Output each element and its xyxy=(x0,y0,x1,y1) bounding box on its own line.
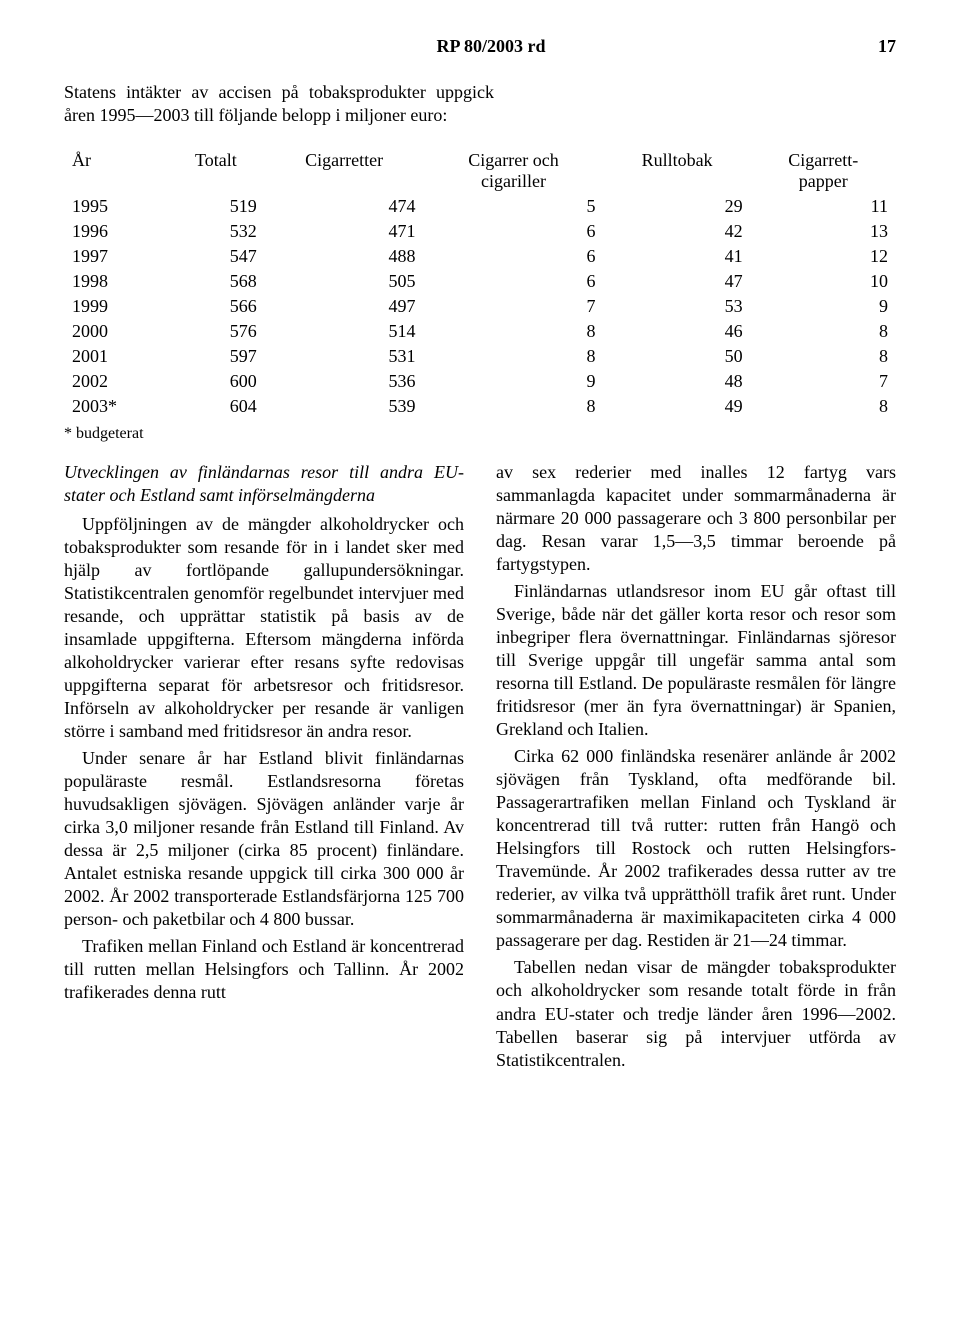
cell-cigaretter: 539 xyxy=(265,394,424,419)
cell-year: 1997 xyxy=(64,244,167,269)
cell-cigaretter: 474 xyxy=(265,194,424,219)
cell-rulltobak: 29 xyxy=(604,194,751,219)
cell-cigaretter: 505 xyxy=(265,269,424,294)
cell-cigarrer: 6 xyxy=(424,219,604,244)
cell-year: 1999 xyxy=(64,294,167,319)
cell-cigarrer: 6 xyxy=(424,269,604,294)
col-header-totalt: Totalt xyxy=(167,148,265,194)
cell-year: 1998 xyxy=(64,269,167,294)
cell-totalt: 566 xyxy=(167,294,265,319)
col-header-year: År xyxy=(64,148,167,194)
cell-cigaretter: 536 xyxy=(265,369,424,394)
cell-rulltobak: 41 xyxy=(604,244,751,269)
cell-totalt: 519 xyxy=(167,194,265,219)
col-header-rulltobak: Rulltobak xyxy=(604,148,751,194)
table-row: 199856850564710 xyxy=(64,269,896,294)
cell-papper: 8 xyxy=(751,394,896,419)
body-paragraph: Cirka 62 000 finländska resenärer anländ… xyxy=(496,745,896,952)
cell-papper: 9 xyxy=(751,294,896,319)
cell-totalt: 547 xyxy=(167,244,265,269)
cell-year: 1996 xyxy=(64,219,167,244)
cell-papper: 12 xyxy=(751,244,896,269)
table-row: 20005765148468 xyxy=(64,319,896,344)
cell-rulltobak: 50 xyxy=(604,344,751,369)
cell-cigaretter: 531 xyxy=(265,344,424,369)
col-header-papper-l2: papper xyxy=(799,171,848,191)
cell-cigarrer: 8 xyxy=(424,344,604,369)
body-paragraph: Under senare år har Estland blivit finlä… xyxy=(64,747,464,931)
intro-paragraph: Statens intäkter av accisen på tobakspro… xyxy=(64,81,494,128)
cell-papper: 10 xyxy=(751,269,896,294)
body-paragraph: Tabellen nedan visar de mängder tobakspr… xyxy=(496,956,896,1071)
header-spacer xyxy=(64,36,104,57)
cell-rulltobak: 49 xyxy=(604,394,751,419)
left-column: Utvecklingen av finländarnas resor till … xyxy=(64,461,464,1076)
cell-year: 2001 xyxy=(64,344,167,369)
table-row: 199754748864112 xyxy=(64,244,896,269)
cell-year: 2000 xyxy=(64,319,167,344)
cell-year: 2002 xyxy=(64,369,167,394)
col-header-cigarrer-l2: cigariller xyxy=(481,171,546,191)
table-row: 199653247164213 xyxy=(64,219,896,244)
cell-cigarrer: 7 xyxy=(424,294,604,319)
cell-papper: 8 xyxy=(751,319,896,344)
col-header-cigarrer-l1: Cigarrer och xyxy=(468,150,558,170)
cell-rulltobak: 46 xyxy=(604,319,751,344)
body-paragraph: Uppföljningen av de mängder alkoholdryck… xyxy=(64,513,464,743)
cell-totalt: 568 xyxy=(167,269,265,294)
body-paragraph: Finländarnas utlandsresor inom EU går of… xyxy=(496,580,896,741)
table-header-row: År Totalt Cigarretter Cigarrer och cigar… xyxy=(64,148,896,194)
cell-totalt: 597 xyxy=(167,344,265,369)
table-row: 20015975318508 xyxy=(64,344,896,369)
cell-cigarrer: 8 xyxy=(424,394,604,419)
cell-year: 2003* xyxy=(64,394,167,419)
table-row: 199551947452911 xyxy=(64,194,896,219)
body-paragraph: Trafiken mellan Finland och Estland är k… xyxy=(64,935,464,1004)
cell-papper: 11 xyxy=(751,194,896,219)
cell-papper: 7 xyxy=(751,369,896,394)
cell-totalt: 532 xyxy=(167,219,265,244)
cell-cigarrer: 5 xyxy=(424,194,604,219)
body-columns: Utvecklingen av finländarnas resor till … xyxy=(64,461,896,1076)
cell-papper: 8 xyxy=(751,344,896,369)
table-row: 20026005369487 xyxy=(64,369,896,394)
col-header-cigaretter: Cigarretter xyxy=(265,148,424,194)
cell-cigaretter: 471 xyxy=(265,219,424,244)
table-body: 1995519474529111996532471642131997547488… xyxy=(64,194,896,419)
cell-year: 1995 xyxy=(64,194,167,219)
cell-totalt: 600 xyxy=(167,369,265,394)
cell-cigaretter: 488 xyxy=(265,244,424,269)
left-paragraphs: Uppföljningen av de mängder alkoholdryck… xyxy=(64,513,464,1005)
table-row: 19995664977539 xyxy=(64,294,896,319)
body-paragraph: av sex rederier med inalles 12 fartyg va… xyxy=(496,461,896,576)
cell-cigaretter: 514 xyxy=(265,319,424,344)
page-header: RP 80/2003 rd 17 xyxy=(64,36,896,57)
table-footnote: * budgeterat xyxy=(64,425,896,443)
section-subheading: Utvecklingen av finländarnas resor till … xyxy=(64,461,464,507)
cell-cigaretter: 497 xyxy=(265,294,424,319)
cell-rulltobak: 47 xyxy=(604,269,751,294)
col-header-papper-l1: Cigarrett- xyxy=(788,150,858,170)
cell-totalt: 576 xyxy=(167,319,265,344)
page: RP 80/2003 rd 17 Statens intäkter av acc… xyxy=(0,0,960,1124)
col-header-cigarrer: Cigarrer och cigariller xyxy=(424,148,604,194)
right-paragraphs: av sex rederier med inalles 12 fartyg va… xyxy=(496,461,896,1072)
cell-rulltobak: 42 xyxy=(604,219,751,244)
revenue-table: År Totalt Cigarretter Cigarrer och cigar… xyxy=(64,148,896,419)
cell-papper: 13 xyxy=(751,219,896,244)
col-header-papper: Cigarrett- papper xyxy=(751,148,896,194)
cell-rulltobak: 53 xyxy=(604,294,751,319)
doc-title: RP 80/2003 rd xyxy=(104,36,878,57)
cell-cigarrer: 6 xyxy=(424,244,604,269)
cell-cigarrer: 9 xyxy=(424,369,604,394)
cell-cigarrer: 8 xyxy=(424,319,604,344)
right-column: av sex rederier med inalles 12 fartyg va… xyxy=(496,461,896,1076)
page-number: 17 xyxy=(878,36,896,57)
cell-rulltobak: 48 xyxy=(604,369,751,394)
table-row: 2003*6045398498 xyxy=(64,394,896,419)
cell-totalt: 604 xyxy=(167,394,265,419)
